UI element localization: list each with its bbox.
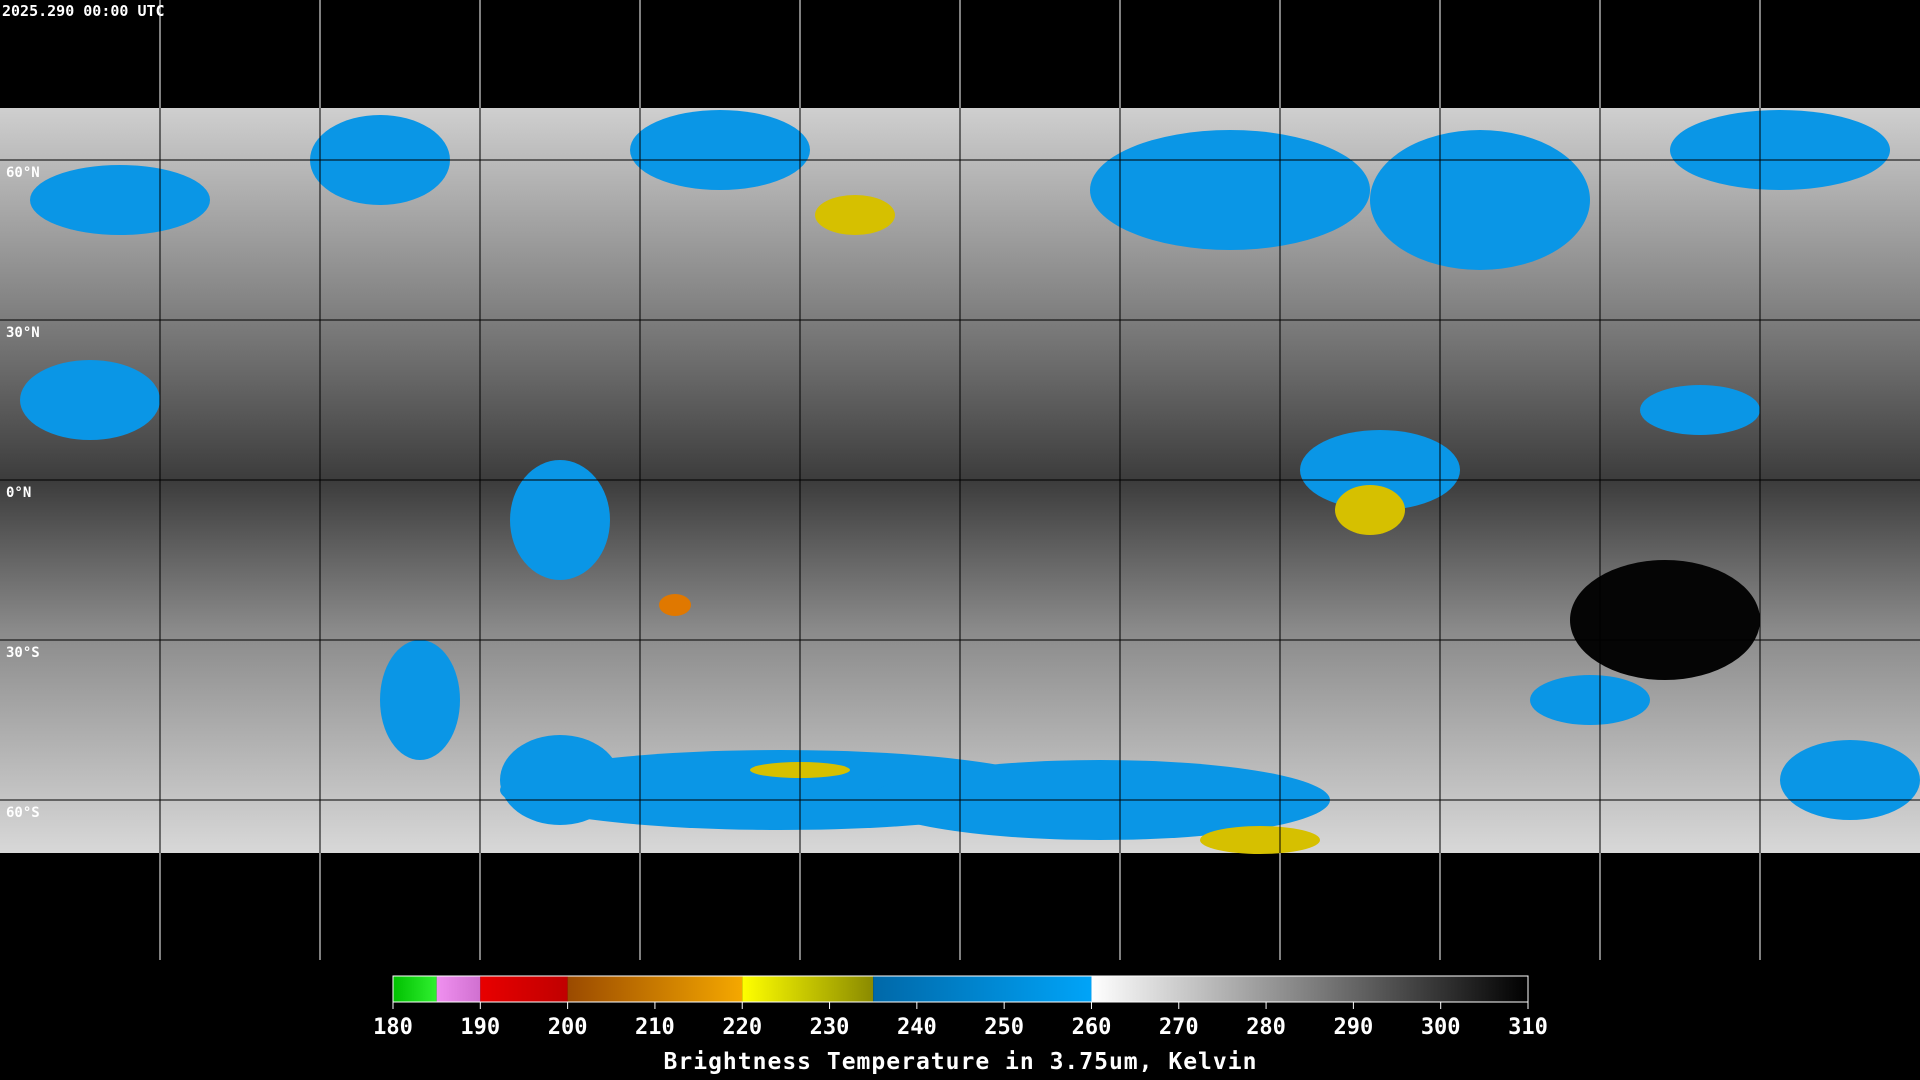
colorbar-tick-label: 300: [1421, 1015, 1461, 1040]
warm-land: [1570, 560, 1760, 680]
colorbar-tick-label: 210: [635, 1015, 675, 1040]
colorbar-segment: [742, 976, 874, 1002]
colorbar-tick-label: 260: [1072, 1015, 1112, 1040]
latitude-label: 60°S: [6, 805, 40, 821]
cold-cloud-regions: [20, 110, 1920, 840]
colorbar-tick-label: 220: [722, 1015, 762, 1040]
colorbar-segment: [393, 976, 437, 1002]
colorbar-tick-label: 250: [984, 1015, 1024, 1040]
colorbar-frame: [392, 975, 1529, 1003]
colorbar-tick-label: 240: [897, 1015, 937, 1040]
colorbar-title: Brightness Temperature in 3.75um, Kelvin: [664, 1049, 1258, 1075]
latitude-label: 30°N: [6, 325, 40, 341]
graticule: [159, 0, 1761, 960]
colorbar-tick-label: 190: [460, 1015, 500, 1040]
colorbar-tick-label: 280: [1246, 1015, 1286, 1040]
colorbar-tick-label: 270: [1159, 1015, 1199, 1040]
timestamp: 2025.290 00:00 UTC: [2, 2, 165, 20]
latitude-label: 60°N: [6, 165, 40, 181]
colorbar-tick-label: 290: [1334, 1015, 1374, 1040]
colorbar-tick-label: 310: [1508, 1015, 1548, 1040]
colorbar-segment: [436, 976, 481, 1002]
colorbar-segment: [873, 976, 1092, 1002]
latitude-label: 0°N: [6, 485, 31, 501]
colorbar-segment: [480, 976, 568, 1002]
colorbar-tick-label: 200: [548, 1015, 588, 1040]
colorbar-tick-label: 180: [373, 1015, 413, 1040]
colorbar-segment: [1091, 976, 1528, 1002]
colorbar-segment: [567, 976, 743, 1002]
convective-core: [659, 594, 691, 616]
colorbar-tick-label: 230: [810, 1015, 850, 1040]
latitude-label: 30°S: [6, 645, 40, 661]
